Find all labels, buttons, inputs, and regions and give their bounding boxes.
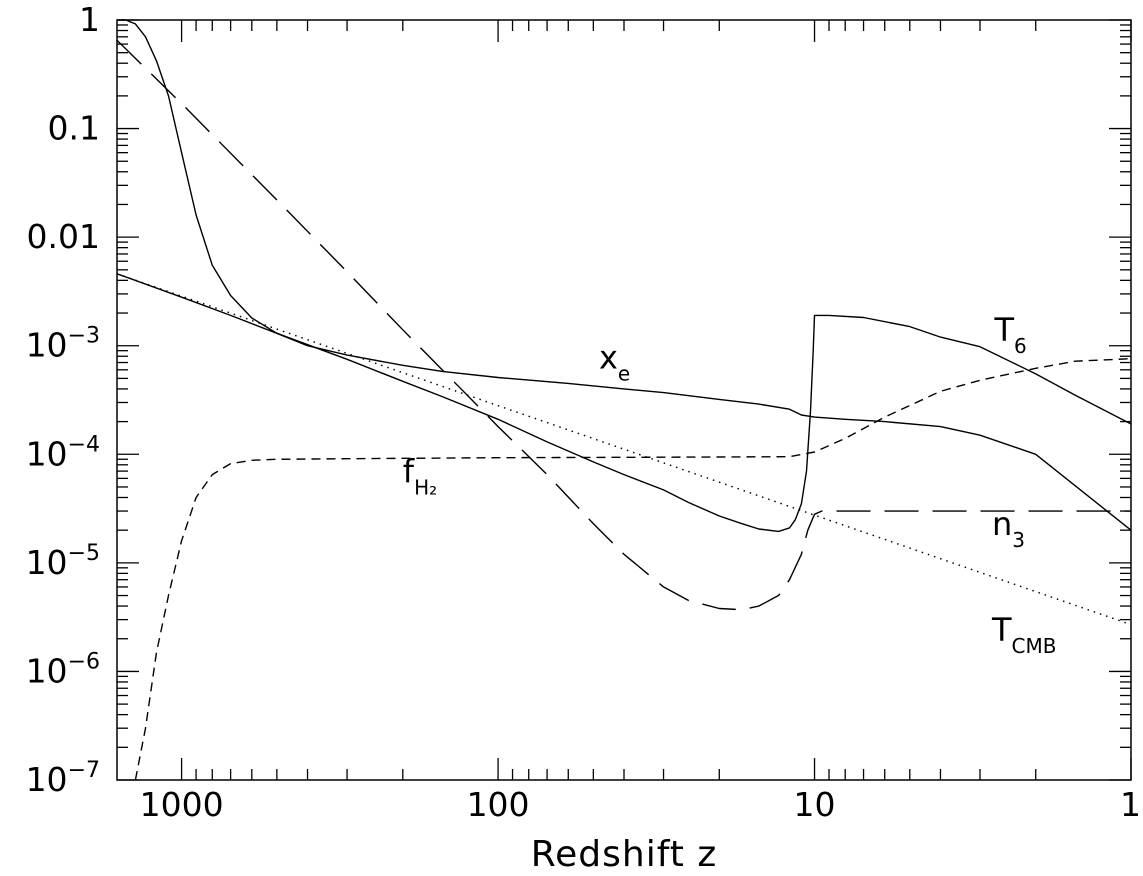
tick-labels: 1000 100 10 1 1 0.1 0.01 10−3 10−4 10−5 10−6 10−7 xyxy=(26,0,1141,824)
series-labels: xe T6 TCMB fH₂ n3 xyxy=(403,311,1057,658)
plot-frame xyxy=(116,19,1132,781)
axis-ticks xyxy=(117,19,1132,781)
series-lines xyxy=(116,19,1132,781)
x-tick-label: 1000 xyxy=(140,785,224,824)
x-tick-label: 100 xyxy=(467,785,530,824)
y-tick-label: 0.01 xyxy=(27,217,100,256)
y-tick-label: 10−4 xyxy=(26,432,100,473)
series-line-t-6 xyxy=(116,273,1132,533)
x-tick-label: 10 xyxy=(794,785,836,824)
series-label-n-3: n3 xyxy=(992,505,1025,552)
x-tick-label: 1 xyxy=(1120,785,1141,824)
series-label-t-cmb: TCMB xyxy=(991,611,1057,658)
y-tick-label: 1 xyxy=(79,0,100,39)
series-label-x-e: xe xyxy=(599,338,630,385)
x-axis-label: Redshift z xyxy=(531,834,717,875)
series-line-x-e xyxy=(117,19,1132,531)
y-tick-label: 10−5 xyxy=(26,541,100,582)
y-tick-label: 10−7 xyxy=(26,758,100,799)
y-tick-label: 10−6 xyxy=(26,649,100,690)
series-label-f-h2: fH₂ xyxy=(403,452,437,499)
y-tick-label: 0.1 xyxy=(48,109,100,148)
series-line-f-h2 xyxy=(134,358,1132,781)
series-line-t-cmb xyxy=(116,273,1132,626)
series-label-t-6: T6 xyxy=(993,311,1026,358)
y-tick-label: 10−3 xyxy=(26,324,100,365)
series-line-n-3 xyxy=(116,39,1131,611)
